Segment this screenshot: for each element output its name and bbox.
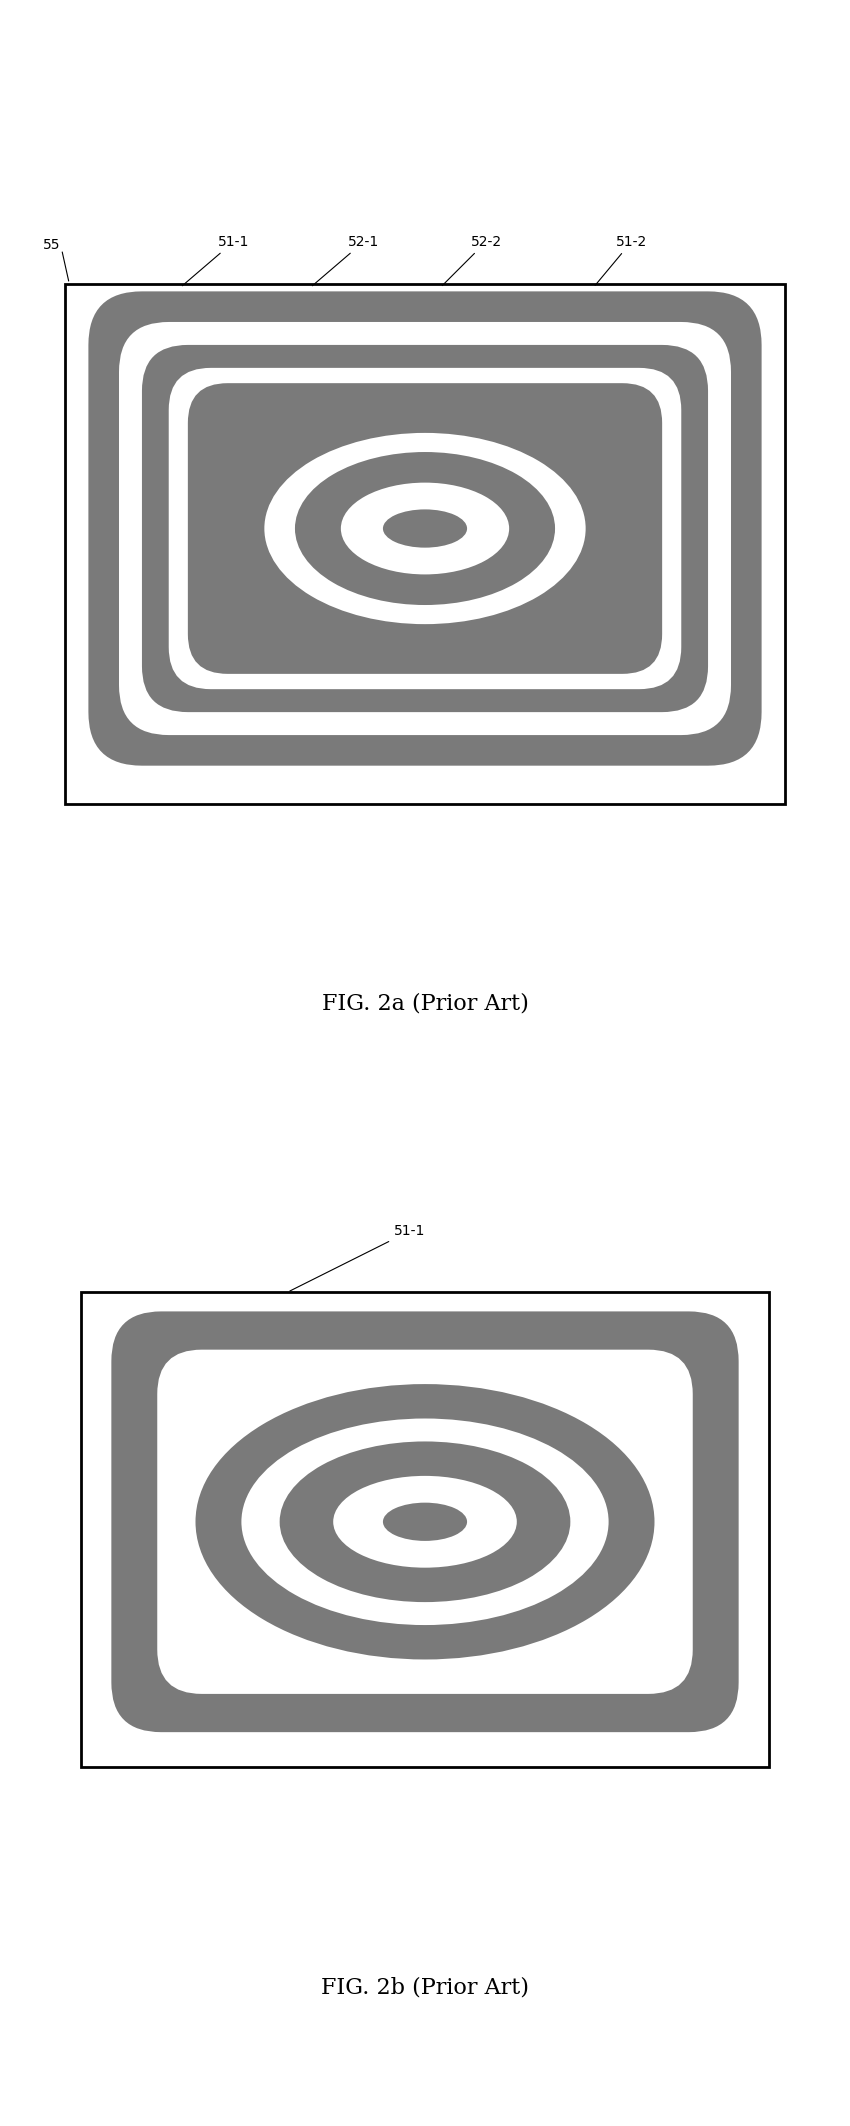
Text: FIG. 2a (Prior Art): FIG. 2a (Prior Art) [321, 993, 529, 1014]
Text: 51-1: 51-1 [290, 1225, 425, 1290]
Text: 51-1: 51-1 [182, 234, 249, 285]
Ellipse shape [333, 1475, 517, 1567]
Ellipse shape [382, 1503, 468, 1541]
Text: FIG. 2b (Prior Art): FIG. 2b (Prior Art) [321, 1977, 529, 1998]
FancyBboxPatch shape [88, 291, 762, 765]
Ellipse shape [196, 1384, 654, 1660]
Ellipse shape [226, 406, 624, 651]
Bar [65, 283, 785, 804]
Text: 51-2: 51-2 [595, 234, 647, 285]
FancyBboxPatch shape [188, 383, 662, 674]
Text: 55: 55 [42, 238, 60, 253]
FancyBboxPatch shape [142, 344, 708, 712]
Ellipse shape [341, 483, 509, 574]
Ellipse shape [295, 453, 555, 606]
FancyBboxPatch shape [111, 1312, 739, 1733]
Ellipse shape [382, 510, 468, 549]
FancyBboxPatch shape [168, 368, 681, 689]
Ellipse shape [280, 1441, 570, 1603]
Ellipse shape [241, 1418, 609, 1624]
Bar [81, 1293, 769, 1767]
FancyBboxPatch shape [157, 1350, 693, 1694]
FancyBboxPatch shape [119, 321, 731, 736]
Text: 52-1: 52-1 [312, 234, 379, 285]
Ellipse shape [264, 434, 586, 625]
Text: 52-2: 52-2 [442, 234, 501, 285]
